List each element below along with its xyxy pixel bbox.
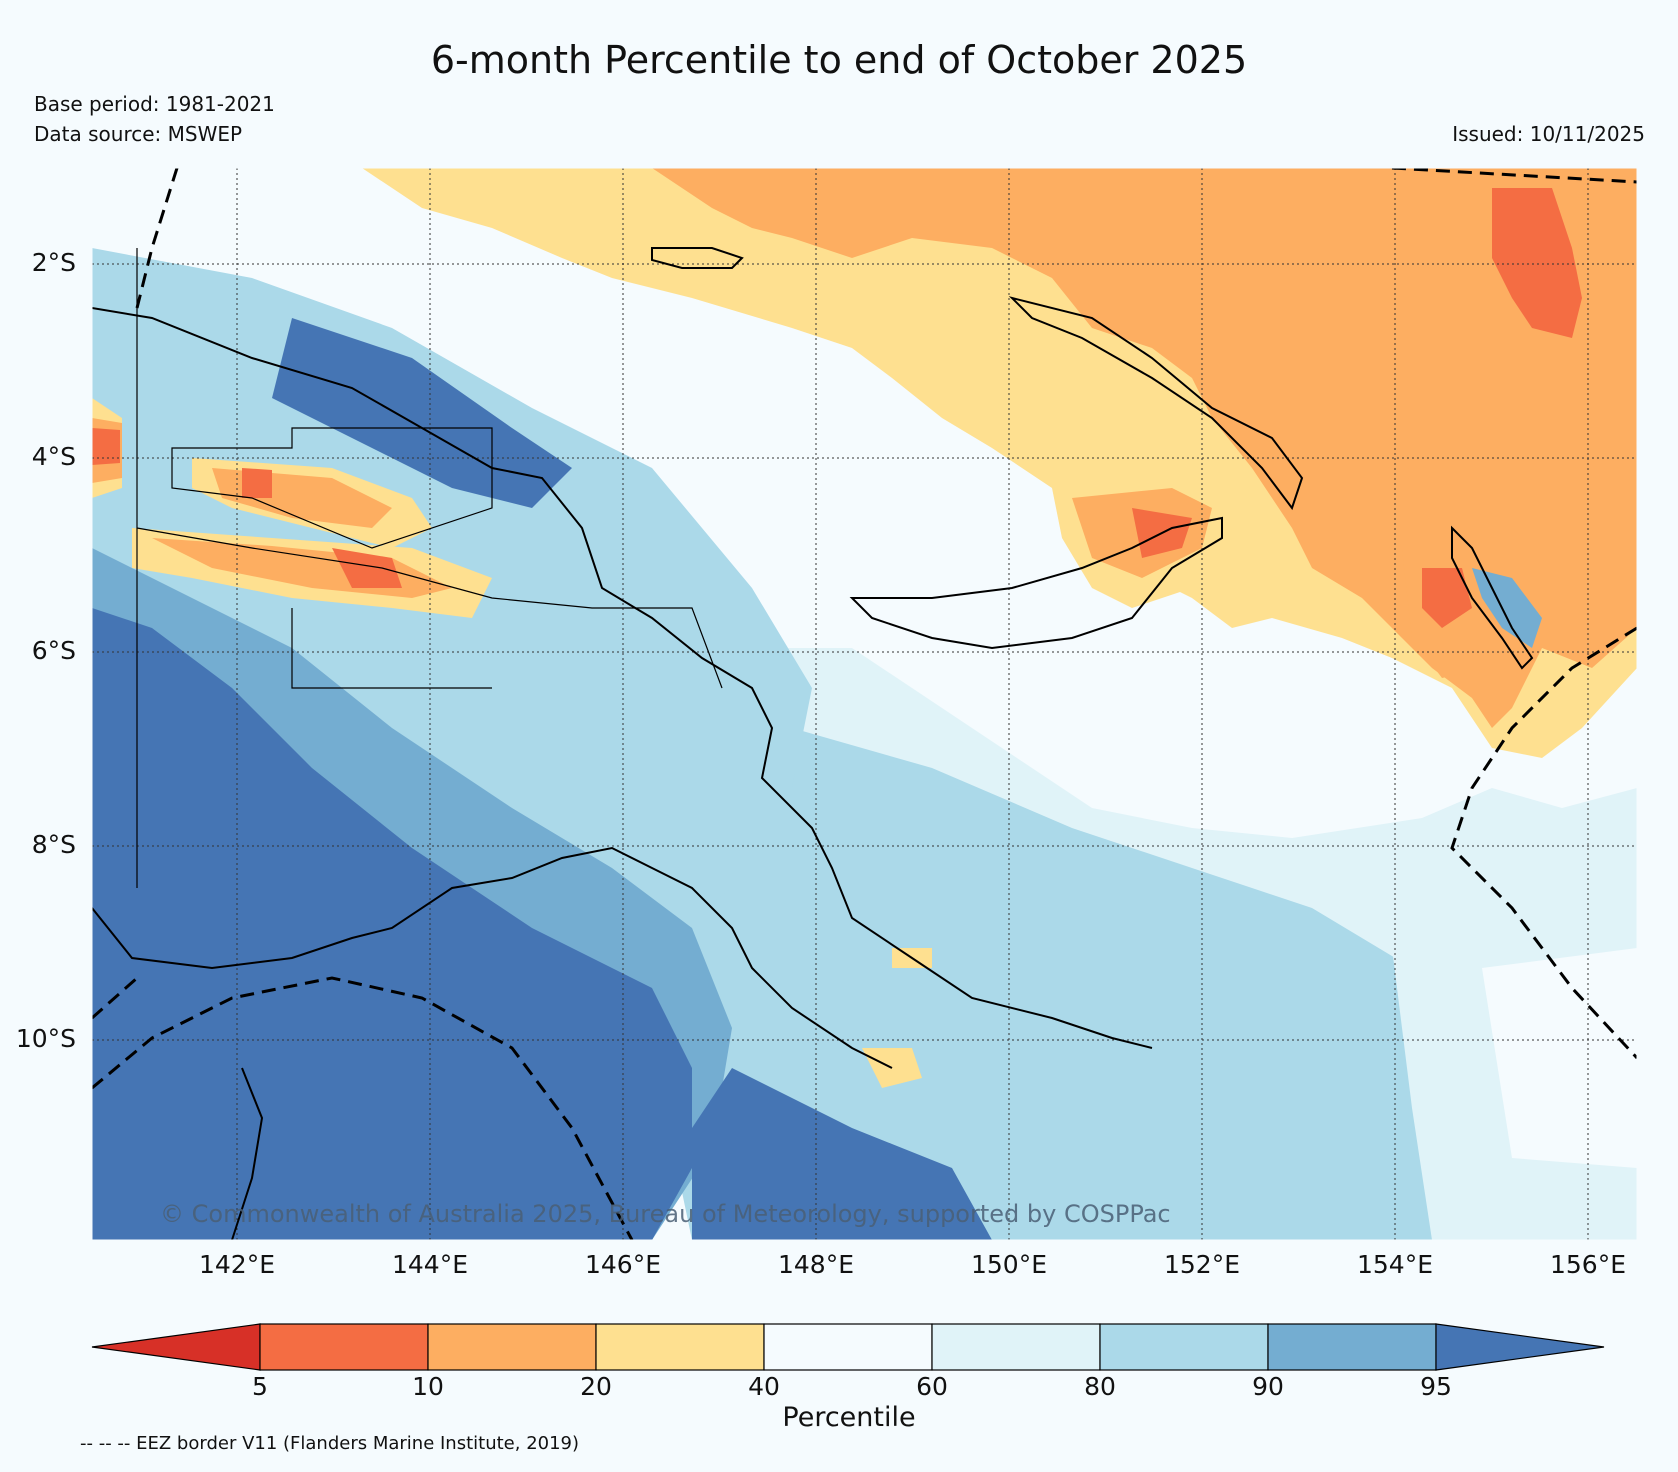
colorbar-tick: 60 [916, 1372, 948, 1401]
lon-label: 148°E [777, 1250, 854, 1279]
lat-label: 10°S [15, 1024, 76, 1053]
manus-coast [651, 247, 744, 269]
issued-date: Issued: 10/11/2025 [1452, 122, 1645, 146]
band-40-60-mid [252, 228, 1472, 828]
graticule [92, 168, 1637, 1240]
provincial-borders [136, 248, 723, 888]
band-5-10-bougainville [1422, 568, 1472, 628]
coastlines [92, 247, 1534, 1240]
band-95-plus-southwest [92, 608, 692, 1240]
colorbar-title: Percentile [782, 1402, 916, 1433]
band-95-plus-highlands [272, 318, 572, 508]
colorbar-segment-60-80 [931, 1323, 1101, 1371]
australia-coast [231, 1067, 264, 1240]
band-5-10-highlands-south [332, 548, 402, 588]
colorbar-tick: 20 [580, 1372, 612, 1401]
eez-borders [92, 168, 1637, 1240]
copyright-watermark: © Commonwealth of Australia 2025, Bureau… [160, 1200, 1171, 1228]
new-guinea-north-coast [92, 307, 1153, 1049]
lat-label: 6°S [31, 636, 76, 665]
lon-label: 142°E [198, 1250, 275, 1279]
colorbar-segment-80-90 [1099, 1323, 1269, 1371]
new-guinea-south-coast [92, 846, 893, 1069]
colorbar-tick: 90 [1252, 1372, 1284, 1401]
eez-legend-note: -- -- -- EEZ border V11 (Flanders Marine… [80, 1433, 580, 1454]
lat-label: 2°S [31, 248, 76, 277]
lon-label: 154°E [1356, 1250, 1433, 1279]
bougainville-coast [1451, 525, 1534, 670]
map-title: 6-month Percentile to end of October 202… [430, 38, 1248, 82]
lat-label: 8°S [31, 830, 76, 859]
lon-label: 152°E [1163, 1250, 1240, 1279]
lon-label: 144°E [391, 1250, 468, 1279]
lat-label: 4°S [31, 442, 76, 471]
colorbar-tick: 95 [1420, 1372, 1452, 1401]
colorbar-segment-40-60 [763, 1323, 933, 1371]
band-10-20-north [652, 168, 1637, 728]
band-5-10-highlands-west [92, 428, 120, 465]
lon-label: 150°E [970, 1250, 1047, 1279]
new-britain-coast [849, 516, 1223, 650]
colorbar-tick: 40 [748, 1372, 780, 1401]
new-ireland-coast [1008, 296, 1304, 511]
colorbar-tick: 10 [412, 1372, 444, 1401]
band-95-plus-southeast-ocean [692, 1068, 992, 1240]
percentile-map [92, 168, 1637, 1240]
lon-label: 146°E [584, 1250, 661, 1279]
band-80-90-south [652, 728, 1512, 1240]
band-5-10-highlands-mid [242, 468, 272, 498]
base-period: Base period: 1981-2021 [34, 92, 275, 116]
data-source: Data source: MSWEP [34, 122, 243, 146]
band-90-95-bougainville [1472, 568, 1542, 648]
colorbar-tick: 5 [252, 1372, 268, 1401]
colorbar-segment-10-20 [427, 1323, 597, 1371]
band-40-60-southeast [1482, 948, 1637, 1168]
colorbar [91, 1323, 1605, 1371]
band-5-10-northeast [1492, 188, 1582, 338]
colorbar-segment-5-10 [259, 1323, 429, 1371]
colorbar-segment-90-95 [1267, 1323, 1437, 1371]
colorbar-segment-20-40 [595, 1323, 765, 1371]
colorbar-tick: 80 [1084, 1372, 1116, 1401]
colorbar-segment-lt5 [91, 1323, 261, 1371]
lon-label: 156°E [1549, 1250, 1626, 1279]
colorbar-segment-gt95 [1435, 1323, 1605, 1371]
